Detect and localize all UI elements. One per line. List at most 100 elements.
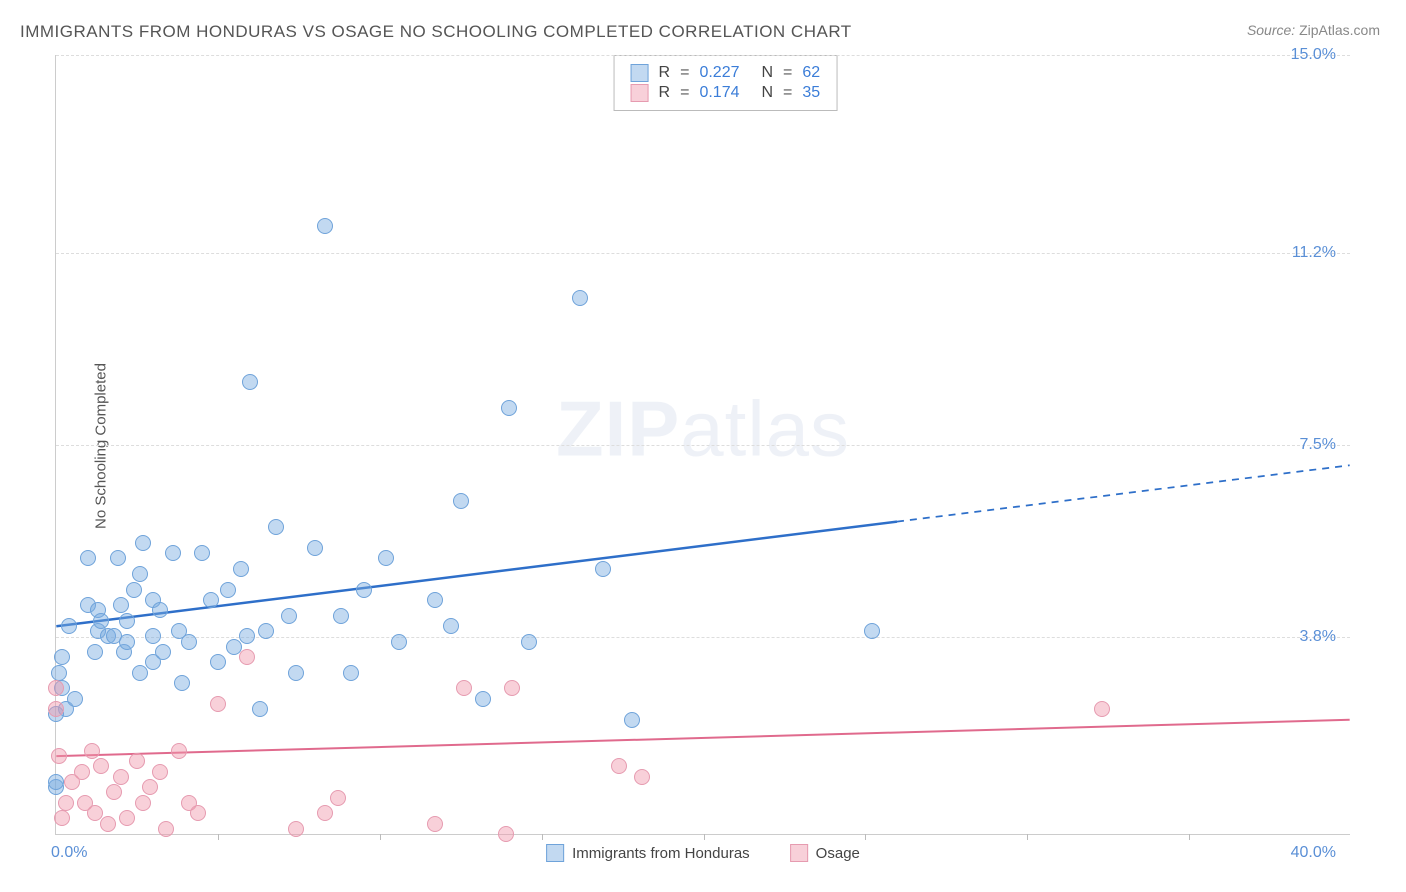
y-tick-label: 3.8% [1300,628,1336,646]
data-point [113,597,129,613]
data-point [203,592,219,608]
data-point [453,493,469,509]
data-point [307,540,323,556]
plot-area: ZIPatlas R = 0.227 N = 62 R = 0.174 N = … [55,55,1350,835]
data-point [288,821,304,837]
data-point [110,550,126,566]
data-point [142,779,158,795]
legend-R-label: R [659,64,671,82]
data-point [427,816,443,832]
legend-N-value-1: 35 [802,84,820,102]
legend-swatch-0 [631,64,649,82]
y-tick-label: 11.2% [1292,244,1336,262]
data-point [252,701,268,717]
legend-item-0: Immigrants from Honduras [546,844,750,862]
data-point [501,400,517,416]
x-tick [1027,834,1028,840]
correlation-legend: R = 0.227 N = 62 R = 0.174 N = 35 [614,55,838,111]
data-point [54,810,70,826]
data-point [864,623,880,639]
data-point [51,748,67,764]
legend-row-series-1: R = 0.174 N = 35 [631,84,821,102]
data-point [356,582,372,598]
data-point [281,608,297,624]
data-point [595,561,611,577]
data-point [48,701,64,717]
data-point [475,691,491,707]
data-point [239,649,255,665]
source-label: Source: [1247,22,1295,38]
legend-series-name-1: Osage [816,845,860,862]
data-point [210,696,226,712]
y-tick-label: 7.5% [1300,436,1336,454]
data-point [119,634,135,650]
data-point [572,290,588,306]
data-point [194,545,210,561]
data-point [126,582,142,598]
equals-sign: = [783,64,792,82]
data-point [174,675,190,691]
data-point [158,821,174,837]
chart-title: IMMIGRANTS FROM HONDURAS VS OSAGE NO SCH… [20,22,852,42]
y-tick-label: 15.0% [1291,46,1336,64]
data-point [498,826,514,842]
data-point [113,769,129,785]
gridline [56,253,1350,254]
data-point [343,665,359,681]
data-point [119,613,135,629]
data-point [634,769,650,785]
data-point [443,618,459,634]
data-point [504,680,520,696]
x-tick [865,834,866,840]
data-point [152,602,168,618]
data-point [129,753,145,769]
data-point [100,816,116,832]
legend-series-name-0: Immigrants from Honduras [572,845,750,862]
x-axis-max-label: 40.0% [1291,844,1336,862]
legend-R-value-1: 0.174 [699,84,751,102]
source-value: ZipAtlas.com [1299,22,1380,38]
data-point [456,680,472,696]
data-point [80,550,96,566]
x-tick [218,834,219,840]
trend-line-extrapolated [897,465,1350,521]
data-point [74,764,90,780]
x-tick [542,834,543,840]
watermark-bold: ZIP [556,384,680,472]
data-point [51,665,67,681]
data-point [135,535,151,551]
trend-line [56,720,1349,756]
data-point [258,623,274,639]
data-point [58,795,74,811]
legend-swatch-1b [790,844,808,862]
equals-sign: = [783,84,792,102]
x-tick [1189,834,1190,840]
data-point [288,665,304,681]
watermark-rest: atlas [680,384,850,472]
data-point [48,774,64,790]
data-point [93,613,109,629]
data-point [67,691,83,707]
trend-line [56,522,897,627]
data-point [611,758,627,774]
data-point [171,743,187,759]
data-point [242,374,258,390]
data-point [330,790,346,806]
data-point [268,519,284,535]
series-legend: Immigrants from Honduras Osage [546,844,860,862]
watermark: ZIPatlas [556,383,850,474]
data-point [87,644,103,660]
data-point [135,795,151,811]
legend-swatch-1 [631,84,649,102]
equals-sign: = [680,64,689,82]
data-point [84,743,100,759]
data-point [48,680,64,696]
gridline [56,55,1350,56]
x-axis-min-label: 0.0% [51,844,87,862]
data-point [190,805,206,821]
gridline [56,445,1350,446]
data-point [181,634,197,650]
legend-N-value-0: 62 [802,64,820,82]
legend-R-label: R [659,84,671,102]
data-point [210,654,226,670]
